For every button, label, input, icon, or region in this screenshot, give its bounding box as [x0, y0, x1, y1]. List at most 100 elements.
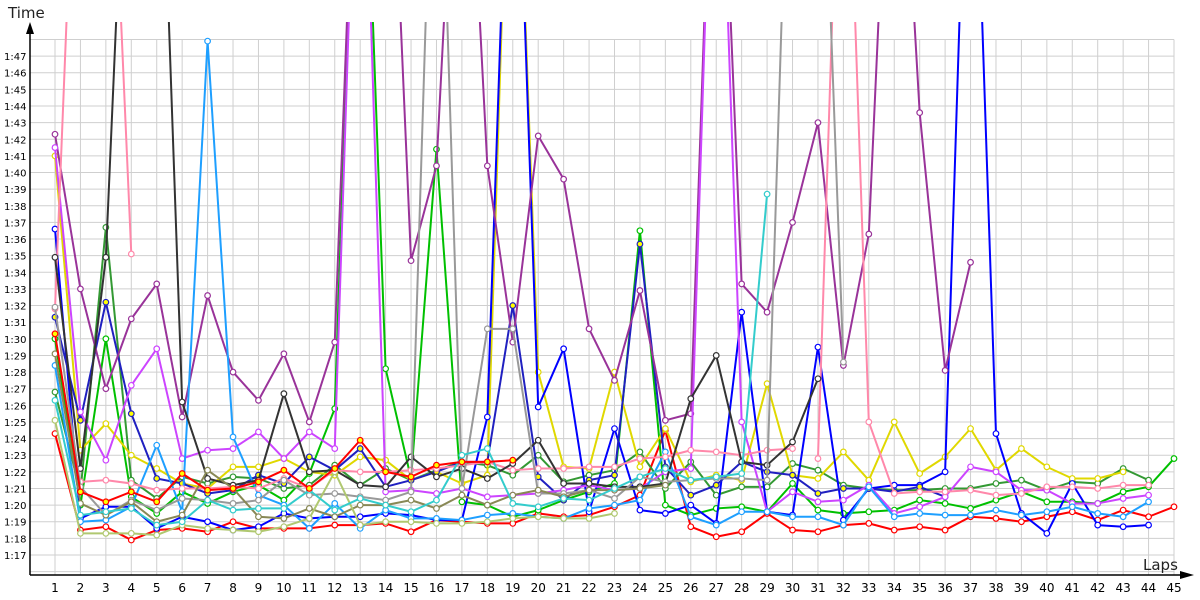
- data-point: [560, 515, 568, 522]
- data-point: [941, 367, 949, 374]
- data-point: [229, 518, 237, 526]
- x-tick-label: 14: [378, 581, 393, 595]
- data-point: [331, 465, 339, 472]
- y-tick-label: 1:23: [4, 451, 26, 462]
- data-point: [992, 480, 1000, 487]
- data-point: [967, 505, 974, 512]
- data-point: [534, 513, 542, 521]
- data-point: [763, 476, 771, 484]
- data-point: [356, 481, 364, 489]
- data-point: [280, 350, 288, 358]
- data-point: [204, 475, 211, 482]
- y-tick-label: 1:25: [4, 418, 26, 429]
- series-layer: [51, 22, 1178, 544]
- data-point: [483, 413, 491, 421]
- data-point: [433, 473, 440, 481]
- data-point: [331, 506, 339, 514]
- y-tick-label: 1:22: [4, 468, 26, 479]
- series-line: [54, 22, 845, 517]
- data-point: [814, 119, 822, 127]
- data-point: [687, 465, 695, 472]
- data-point: [433, 162, 440, 170]
- data-point: [229, 473, 237, 481]
- data-point: [560, 175, 568, 183]
- data-point: [585, 515, 593, 522]
- data-point: [1018, 476, 1025, 484]
- data-point: [204, 518, 211, 526]
- data-point: [839, 496, 847, 504]
- x-tick-label: 3: [102, 581, 110, 595]
- data-point: [992, 515, 1000, 522]
- data-point: [204, 446, 211, 454]
- data-point: [967, 511, 974, 519]
- data-point: [1170, 503, 1178, 511]
- data-point: [916, 470, 924, 477]
- data-point: [712, 481, 720, 489]
- data-point: [738, 470, 746, 477]
- y-tick-label: 1:43: [4, 119, 26, 130]
- data-point: [255, 505, 262, 512]
- data-point: [229, 506, 237, 514]
- x-axis-title: Laps: [1143, 556, 1178, 574]
- x-tick-label: 26: [683, 581, 698, 595]
- data-point: [356, 468, 364, 476]
- data-point: [102, 298, 110, 306]
- x-tick-label: 1: [51, 581, 59, 595]
- data-point: [153, 465, 161, 472]
- data-point: [407, 528, 415, 536]
- y-axis-arrow-icon: [26, 22, 34, 34]
- data-point: [916, 510, 924, 517]
- data-point: [585, 480, 593, 487]
- data-point: [127, 498, 135, 506]
- data-point: [458, 498, 466, 506]
- data-point: [51, 303, 59, 311]
- data-point: [865, 230, 873, 238]
- data-point: [967, 258, 974, 266]
- data-point: [102, 498, 110, 506]
- data-point: [255, 485, 262, 492]
- y-tick-label: 1:21: [4, 484, 26, 495]
- y-tick-label: 1:45: [4, 85, 26, 96]
- data-point: [712, 533, 720, 541]
- data-point: [483, 162, 491, 170]
- data-point: [916, 523, 924, 531]
- data-point: [687, 476, 695, 484]
- series-16: [51, 190, 771, 529]
- data-point: [305, 428, 313, 436]
- y-tick-label: 1:46: [4, 69, 26, 80]
- data-point: [255, 513, 262, 521]
- data-point: [356, 453, 364, 461]
- y-tick-label: 1:37: [4, 218, 26, 229]
- data-point: [331, 500, 339, 507]
- data-point: [814, 498, 822, 506]
- data-point: [1068, 503, 1076, 511]
- data-point: [127, 381, 135, 389]
- y-tick-label: 1:36: [4, 235, 26, 246]
- data-point: [967, 463, 974, 471]
- data-point: [509, 456, 517, 464]
- data-point: [51, 130, 59, 138]
- data-point: [1018, 518, 1025, 526]
- data-point: [433, 520, 440, 527]
- data-point: [1145, 498, 1152, 506]
- x-tick-label: 18: [480, 581, 495, 595]
- data-point: [941, 526, 949, 534]
- data-point: [382, 518, 390, 526]
- data-point: [916, 109, 924, 117]
- data-point: [1119, 523, 1127, 531]
- data-point: [102, 523, 110, 531]
- x-tick-label: 30: [785, 581, 800, 595]
- data-point: [331, 521, 339, 529]
- data-point: [331, 338, 339, 346]
- data-point: [509, 466, 517, 474]
- data-point: [458, 458, 466, 466]
- data-point: [611, 463, 618, 471]
- data-point: [941, 468, 949, 476]
- data-point: [661, 453, 669, 461]
- data-point: [127, 536, 135, 544]
- x-tick-label: 8: [229, 581, 237, 595]
- data-point: [153, 486, 161, 494]
- data-point: [1119, 495, 1127, 502]
- data-point: [356, 445, 364, 452]
- data-point: [204, 524, 211, 532]
